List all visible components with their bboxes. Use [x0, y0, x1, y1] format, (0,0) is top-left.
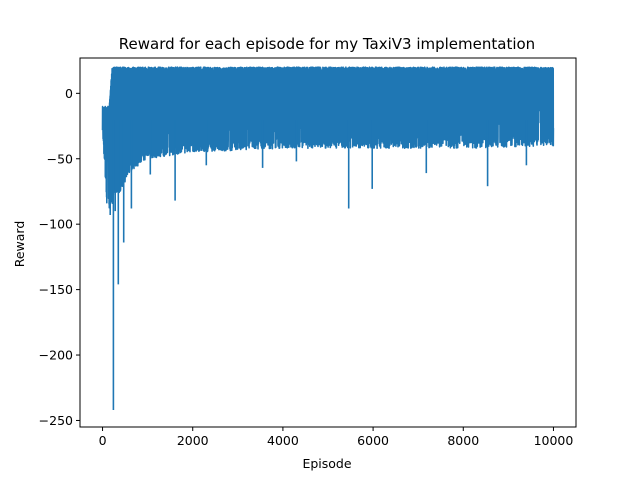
x-tick-label: 2000 — [177, 433, 209, 448]
y-axis-title: Reward — [12, 221, 27, 268]
y-tick-label: 0 — [65, 86, 73, 101]
x-tick-label: 0 — [99, 433, 107, 448]
y-axis-ticks: −250 −200 −150 −100 −50 0 — [39, 86, 80, 428]
x-tick-label: 8000 — [447, 433, 479, 448]
x-axis-title: Episode — [302, 456, 351, 471]
y-tick-label: −100 — [39, 217, 73, 232]
chart-title: Reward for each episode for my TaxiV3 im… — [119, 35, 535, 53]
x-tick-label: 10000 — [534, 433, 574, 448]
axes-frame — [79, 57, 577, 428]
y-tick-label: −50 — [47, 151, 73, 166]
y-tick-label: −250 — [39, 413, 73, 428]
x-tick-label: 4000 — [267, 433, 299, 448]
reward-series-line — [101, 66, 555, 209]
x-tick-label: 6000 — [357, 433, 389, 448]
x-axis-ticks: 0 2000 4000 6000 8000 10000 — [99, 427, 574, 448]
series-layer — [101, 66, 555, 410]
y-tick-label: −200 — [39, 348, 73, 363]
y-tick-label: −150 — [39, 282, 73, 297]
